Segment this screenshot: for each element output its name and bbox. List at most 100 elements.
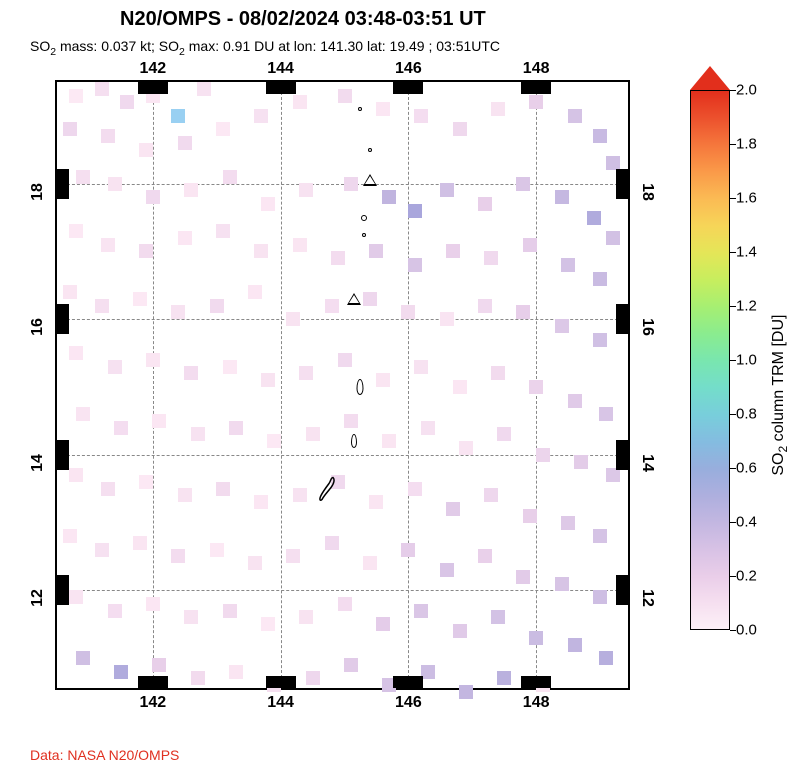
colorbar-segment	[691, 388, 729, 415]
map-data-cell	[344, 177, 358, 191]
colorbar-segment	[691, 253, 729, 280]
map-data-cell	[248, 556, 262, 570]
map-data-cell	[69, 346, 83, 360]
island-marker-icon	[362, 233, 366, 237]
map-data-cell	[369, 244, 383, 258]
map-data-cell	[376, 102, 390, 116]
map-data-cell	[306, 427, 320, 441]
island-marker-icon	[361, 215, 367, 221]
map-data-cell	[338, 353, 352, 367]
map-xtick-label: 142	[139, 60, 166, 78]
map-data-cell	[133, 536, 147, 550]
map-xtick-mark	[393, 676, 423, 688]
map-data-cell	[261, 197, 275, 211]
map-data-cell	[197, 82, 211, 96]
map-data-cell	[440, 563, 454, 577]
map-data-cell	[453, 380, 467, 394]
map-data-cell	[171, 305, 185, 319]
map-data-cell	[555, 319, 569, 333]
map-data-cell	[414, 360, 428, 374]
map-data-cell	[376, 373, 390, 387]
colorbar-segment	[691, 361, 729, 388]
map-data-cell	[536, 448, 550, 462]
colorbar-tick-label: 0.6	[736, 460, 757, 477]
map-data-cell	[286, 312, 300, 326]
map-xtick-mark	[138, 82, 168, 94]
map-data-cell	[76, 651, 90, 665]
map-xtick-mark	[266, 82, 296, 94]
map-data-cell	[561, 258, 575, 272]
map-ytick-label: 18	[29, 183, 47, 201]
map-data-cell	[210, 543, 224, 557]
map-data-cell	[114, 421, 128, 435]
island-marker-icon	[358, 107, 362, 111]
colorbar-tick-label: 1.2	[736, 298, 757, 315]
map-data-cell	[331, 475, 345, 489]
colorbar-tick-label: 0.8	[736, 406, 757, 423]
volcano-marker-icon	[347, 293, 361, 305]
map-data-cell	[376, 617, 390, 631]
colorbar-tick-label: 2.0	[736, 82, 757, 99]
colorbar-segment	[691, 523, 729, 550]
map-data-cell	[497, 427, 511, 441]
map-data-cell	[95, 543, 109, 557]
map-data-cell	[95, 82, 109, 96]
map-gridline	[57, 184, 628, 185]
colorbar-body	[690, 90, 730, 630]
colorbar-segment	[691, 577, 729, 604]
map-data-cell	[446, 502, 460, 516]
map-data-cell	[178, 136, 192, 150]
map-ytick-mark	[57, 304, 69, 334]
colorbar-tick-label: 0.0	[736, 622, 757, 639]
map-data-cell	[453, 624, 467, 638]
map-data-cell	[574, 455, 588, 469]
colorbar-segment	[691, 496, 729, 523]
colorbar-segment	[691, 172, 729, 199]
map-xtick-mark	[393, 82, 423, 94]
colorbar-segment	[691, 280, 729, 307]
map-data-cell	[146, 597, 160, 611]
map-ytick-label: 14	[29, 454, 47, 472]
map-gridline	[57, 319, 628, 320]
map-data-cell	[344, 658, 358, 672]
colorbar-segment	[691, 145, 729, 172]
map-data-cell	[484, 488, 498, 502]
map-ytick-mark	[616, 575, 628, 605]
map-data-cell	[497, 671, 511, 685]
map-ytick-mark	[616, 169, 628, 199]
map-data-cell	[267, 434, 281, 448]
map-data-cell	[478, 197, 492, 211]
colorbar-segment	[691, 199, 729, 226]
map-data-cell	[516, 177, 530, 191]
colorbar-tick-label: 0.4	[736, 514, 757, 531]
map-data-cell	[139, 244, 153, 258]
map-data-cell	[108, 604, 122, 618]
map-ytick-mark	[57, 575, 69, 605]
map-data-cell	[478, 299, 492, 313]
map-data-cell	[491, 366, 505, 380]
map-ytick-label: 14	[638, 454, 656, 472]
map-data-cell	[414, 604, 428, 618]
map-data-cell	[286, 549, 300, 563]
map-xtick-label: 144	[267, 60, 294, 78]
map-data-cell	[223, 360, 237, 374]
map-data-cell	[191, 427, 205, 441]
map-data-cell	[529, 380, 543, 394]
map-xtick-label: 148	[523, 694, 550, 712]
map-data-cell	[191, 671, 205, 685]
map-data-cell	[401, 543, 415, 557]
map-ytick-label: 12	[29, 589, 47, 607]
colorbar-segment	[691, 442, 729, 469]
colorbar-tick-label: 1.6	[736, 190, 757, 207]
map-data-cell	[293, 238, 307, 252]
map-data-cell	[248, 285, 262, 299]
map-data-cell	[529, 95, 543, 109]
island-outline-icon	[351, 434, 357, 448]
map-data-cell	[306, 671, 320, 685]
map-data-cell	[299, 366, 313, 380]
map-data-cell	[76, 407, 90, 421]
colorbar-under-arrow	[690, 680, 730, 704]
map-data-cell	[459, 685, 473, 699]
data-credit: Data: NASA N20/OMPS	[30, 747, 179, 763]
colorbar-over-arrow	[690, 66, 730, 90]
